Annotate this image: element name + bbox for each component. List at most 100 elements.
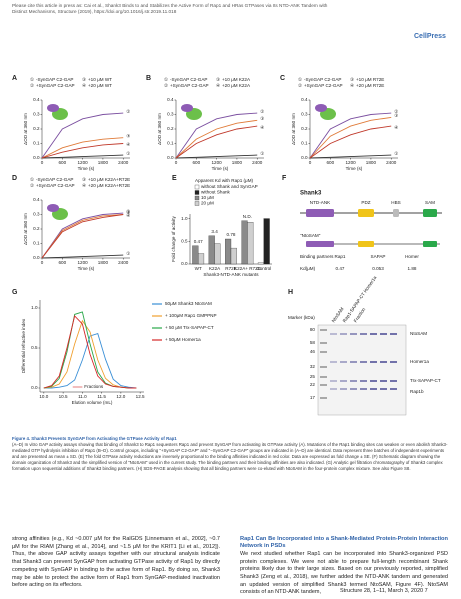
curve-label: ② [260,109,265,114]
construct-domain [423,241,437,247]
domain-label: NTD-ANK [310,200,331,205]
x-tick-label: 1200 [211,160,222,165]
legend-label: + 50μM Homer1a [165,337,201,342]
legend-tag: ③ [350,77,355,82]
y-tick-label: 0.4 [167,97,174,102]
gel-band [350,380,357,382]
protein-name: Shank3 [300,191,322,197]
y-tick-label: 0.4 [33,197,40,202]
y-tick-label: 0.2 [33,126,40,131]
legend-label: 10 μM [201,195,214,200]
legend-label: 20 μM [201,201,214,206]
data-line [41,214,124,259]
gel-band [330,333,337,335]
gel-band [340,380,347,382]
legend-label: without Shank [201,190,231,195]
marker-band [320,329,327,331]
domain-label: SAM [425,200,435,205]
domain-label: PDZ [361,200,370,205]
gel-band [370,388,377,390]
curve-label: ④ [126,142,131,147]
marker-label: 25 [310,374,316,379]
legend-tag: ① [164,77,169,82]
y-tick-label: 0.4 [301,97,308,102]
panel-letter: F [282,175,287,182]
y-tick-label: 0.3 [301,112,308,117]
row-label: Binding partners [300,254,334,259]
gel-band [370,380,377,382]
gel-band [350,361,357,363]
marker-label: 46 [310,349,316,354]
bar [257,262,264,265]
data-line [41,112,124,159]
x-tick-label: 2400 [118,260,129,265]
curve-label: ② [394,109,399,114]
band-label: NtoSAM [410,331,427,336]
x-tick-label: 1800 [366,160,377,165]
legend-label: +20 μM R72E [356,83,384,88]
x-tick-label: 2400 [386,160,397,165]
band-label: Trx-SAPAP-CT [410,378,441,383]
data-line [41,214,124,259]
legend-tag: ① [298,77,303,82]
gel-band [360,388,367,390]
y-tick-label: 0.5 [181,238,188,243]
legend-swatch [194,195,200,201]
y-axis-title: ΔOD at 360 nm [291,113,296,145]
curve-label: ① [260,151,265,156]
y-tick-label: 0.3 [33,212,40,217]
x-tick-label: 600 [58,160,66,165]
bar [247,222,254,265]
y-tick-label: 0.0 [33,255,40,260]
x-axis-title: Elution volume (mL) [72,400,113,405]
y-tick-label: 0.1 [301,141,308,146]
legend-title: Apparent Kd with Rap1 (μM) [195,178,254,183]
legend-label: +SynGAP C2-GAP [36,183,75,188]
y-tick-label: 0.0 [301,155,308,160]
legend-label: +10 μM K22A+R72E [88,177,130,182]
legend-label: +10 μM WT [88,77,112,82]
bar [208,235,215,265]
marker-label: 17 [310,395,316,400]
kd-value: 0.053 [372,266,384,271]
data-line [309,116,392,159]
y-axis-title: Fold change of activity [171,215,176,261]
gel-band [370,361,377,363]
bar [230,247,237,265]
domain-box [358,209,374,217]
construct-domain [306,241,334,247]
y-tick-label: 1.0 [31,305,38,310]
bar [225,238,232,265]
legend-tag: ① [30,177,35,182]
x-tick-label: 12.5 [136,394,145,399]
caption-text: (A–D) In vitro GAP activity assays showi… [12,442,448,472]
y-tick-label: 0.2 [167,126,174,131]
y-tick-label: 0.0 [167,155,174,160]
marker-band [320,366,327,368]
y-tick-label: 0.1 [33,141,40,146]
x-tick-label: Control [256,266,271,271]
y-tick-label: 0.0 [31,385,38,390]
panel-letter: G [12,289,18,296]
x-tick-label: 600 [58,260,66,265]
x-tick-label: 2400 [118,160,129,165]
marker-band [320,397,327,399]
panel-letter: C [280,75,285,82]
x-tick-label: 1800 [232,160,243,165]
curve-label: ③ [126,133,131,138]
domain-box [306,209,334,217]
y-axis-title: ΔOD at 360 nm [23,213,28,245]
legend-tag: ③ [82,177,87,182]
bar [198,253,205,265]
curve-label: ③ [260,116,265,121]
x-axis-title: Time (s) [78,166,95,171]
data-line [43,311,137,389]
legend-tag: ③ [216,77,221,82]
data-line [41,143,124,159]
data-line [41,212,124,259]
gel [317,324,407,416]
legend-label: +20 μM K22A+R72E [88,183,130,188]
bar [214,243,221,265]
